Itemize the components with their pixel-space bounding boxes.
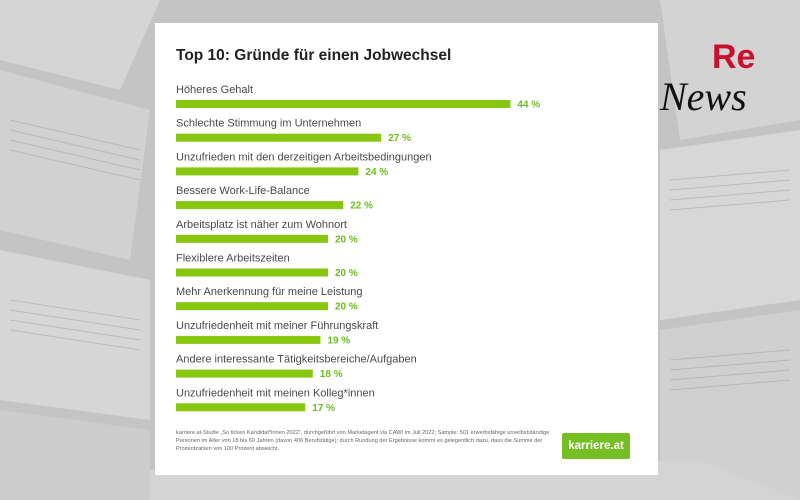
logo-re-text: Re: [712, 38, 755, 76]
category-label: Unzufriedenheit mit meiner Führungskraft: [176, 320, 378, 332]
category-label: Höheres Gehalt: [176, 84, 253, 96]
category-label: Schlechte Stimmung im Unternehmen: [176, 118, 361, 130]
value-label: 20 %: [335, 268, 358, 279]
value-label: 19 %: [327, 335, 350, 346]
logo-news-text: News: [659, 74, 747, 119]
bar: [176, 403, 306, 412]
bar: [176, 201, 344, 210]
category-label: Flexiblere Arbeitszeiten: [176, 253, 290, 265]
footnote: karriere.at-Studie „So ticken Kandidat*i…: [176, 430, 550, 452]
bar: [176, 167, 359, 176]
bar: [176, 302, 328, 311]
value-label: 20 %: [335, 234, 358, 245]
karriere-logo: karriere.at: [562, 433, 630, 459]
value-label: 17 %: [312, 403, 335, 414]
value-label: 44 %: [517, 100, 540, 111]
bar: [176, 335, 321, 344]
value-label: 22 %: [350, 201, 373, 212]
category-label: Mehr Anerkennung für meine Leistung: [176, 286, 363, 298]
bar: [176, 133, 382, 142]
value-label: 27 %: [388, 133, 411, 144]
category-label: Bessere Work-Life-Balance: [176, 185, 310, 197]
chart-title: Top 10: Gründe für einen Jobwechsel: [176, 47, 452, 64]
chart-card: Top 10: Gründe für einen Jobwechsel Höhe…: [155, 23, 658, 475]
value-label: 18 %: [320, 369, 343, 380]
value-label: 24 %: [365, 167, 388, 178]
category-label: Andere interessante Tätigkeitsbereiche/A…: [176, 354, 417, 366]
bar-chart: Höheres Gehalt 44 % Schlechte Stimmung im …: [176, 84, 540, 414]
renews-logo: Re News: [656, 30, 776, 130]
bar: [176, 268, 328, 277]
category-label: Arbeitsplatz ist näher zum Wohnort: [176, 219, 347, 231]
bar: [176, 369, 313, 378]
bar: [176, 234, 328, 243]
category-label: Unzufrieden mit den derzeitigen Arbeitsb…: [176, 151, 432, 163]
category-label: Unzufriedenheit mit meinen Kolleg*innen: [176, 387, 375, 399]
value-label: 20 %: [335, 302, 358, 313]
bar: [176, 100, 511, 108]
